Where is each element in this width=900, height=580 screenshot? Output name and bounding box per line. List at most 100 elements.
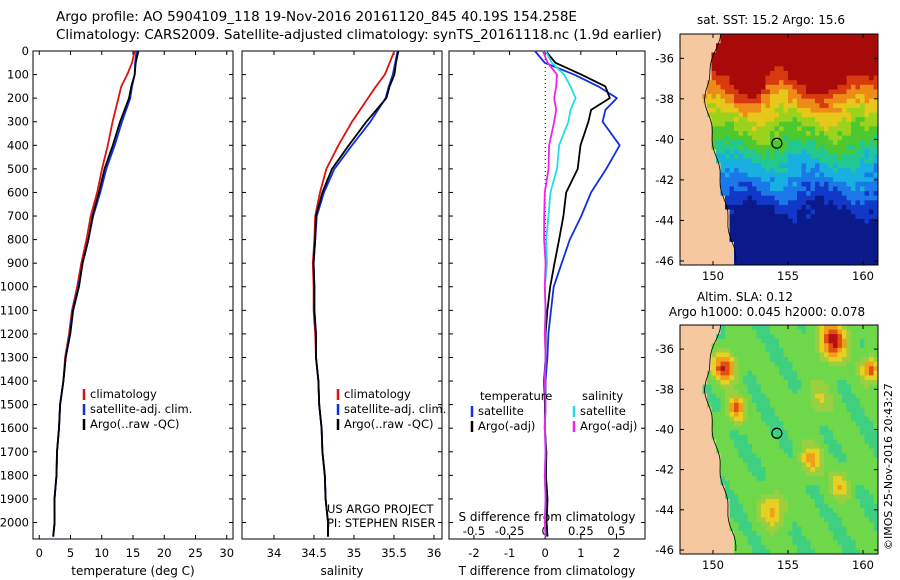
map-cell: [801, 228, 807, 234]
map-cell: [747, 75, 753, 81]
map-cell: [720, 535, 726, 541]
map-cell: [837, 544, 843, 551]
map-cell: [806, 453, 812, 459]
map-cell: [702, 172, 708, 178]
map-cell: [828, 347, 834, 354]
map-cell: [833, 357, 839, 363]
map-cell: [711, 112, 717, 118]
map-cell: [729, 121, 735, 127]
map-cell: [806, 357, 812, 363]
map-cell: [779, 444, 785, 450]
map-cell: [693, 191, 699, 197]
map-cell: [806, 393, 812, 399]
map-cell: [788, 370, 794, 376]
map-cell: [716, 503, 722, 509]
map-cell: [837, 186, 843, 192]
map-cell: [725, 131, 731, 137]
map-cell: [693, 94, 699, 100]
map-cell: [828, 167, 834, 174]
map-cell: [851, 218, 857, 225]
map-cell: [779, 158, 785, 164]
map-cell: [684, 526, 690, 532]
map-cell: [702, 466, 708, 473]
map-cell: [684, 457, 690, 463]
map-cell: [752, 526, 758, 532]
map-cell: [729, 43, 735, 49]
map-cell: [729, 393, 735, 399]
map-cell: [815, 251, 821, 257]
map-cell: [837, 94, 843, 100]
map-cell: [842, 61, 848, 67]
map-cell: [833, 167, 839, 174]
map-cell: [761, 251, 767, 257]
map-cell: [765, 531, 771, 537]
map-cell: [864, 158, 870, 164]
map-cell: [792, 476, 798, 482]
map-cell: [779, 343, 785, 349]
map-cell: [720, 121, 726, 127]
map-cell: [743, 398, 749, 404]
map-cell: [693, 416, 699, 422]
map-cell: [747, 412, 753, 418]
map-cell: [788, 214, 794, 220]
map-cell: [756, 98, 762, 104]
map-cell: [702, 329, 708, 335]
map-cell: [720, 241, 726, 248]
map-cell: [707, 200, 713, 206]
map-cell: [698, 52, 704, 58]
map-cell: [725, 453, 731, 459]
map-cell: [855, 347, 861, 354]
map-cell: [756, 94, 762, 100]
map-cell: [824, 135, 830, 141]
map-cell: [743, 361, 749, 367]
map-cell: [693, 34, 699, 40]
map-cell: [680, 98, 686, 104]
map-cell: [833, 70, 839, 77]
map-cell: [738, 434, 744, 441]
map-cell: [837, 531, 843, 537]
map-cell: [873, 361, 878, 367]
map-cell: [761, 512, 767, 518]
map-cell: [828, 439, 834, 445]
map-cell: [684, 549, 690, 554]
map-cell: [698, 144, 704, 151]
map-cell: [806, 370, 812, 376]
map-cell: [729, 526, 735, 532]
sla-lat-label: -42: [655, 463, 674, 477]
map-cell: [725, 52, 731, 58]
map-cell: [684, 375, 690, 381]
map-cell: [761, 434, 767, 441]
map-cell: [698, 444, 704, 450]
map-cell: [702, 75, 708, 81]
map-cell: [837, 526, 843, 532]
map-cell: [774, 393, 780, 399]
map-cell: [860, 181, 866, 188]
map-cell: [801, 94, 807, 100]
map-cell: [698, 121, 704, 127]
map-cell: [851, 407, 857, 413]
map-cell: [698, 503, 704, 509]
map-cell: [806, 241, 812, 248]
map-cell: [756, 181, 762, 188]
map-cell: [797, 43, 803, 49]
map-cell: [788, 228, 794, 234]
map-cell: [752, 508, 758, 514]
map-cell: [873, 70, 878, 77]
map-cell: [783, 66, 789, 72]
map-cell: [702, 531, 708, 537]
map-cell: [783, 393, 789, 399]
map-cell: [761, 544, 767, 551]
map-cell: [819, 204, 825, 211]
map-cell: [770, 228, 776, 234]
map-cell: [698, 457, 704, 463]
map-cell: [815, 508, 821, 514]
map-cell: [846, 218, 852, 225]
map-cell: [828, 421, 834, 427]
map-cell: [716, 228, 722, 234]
map-cell: [828, 140, 834, 146]
map-cell: [729, 195, 735, 201]
map-cell: [689, 457, 695, 463]
map-cell: [698, 98, 704, 104]
map-cell: [761, 61, 767, 67]
map-cell: [824, 476, 830, 482]
